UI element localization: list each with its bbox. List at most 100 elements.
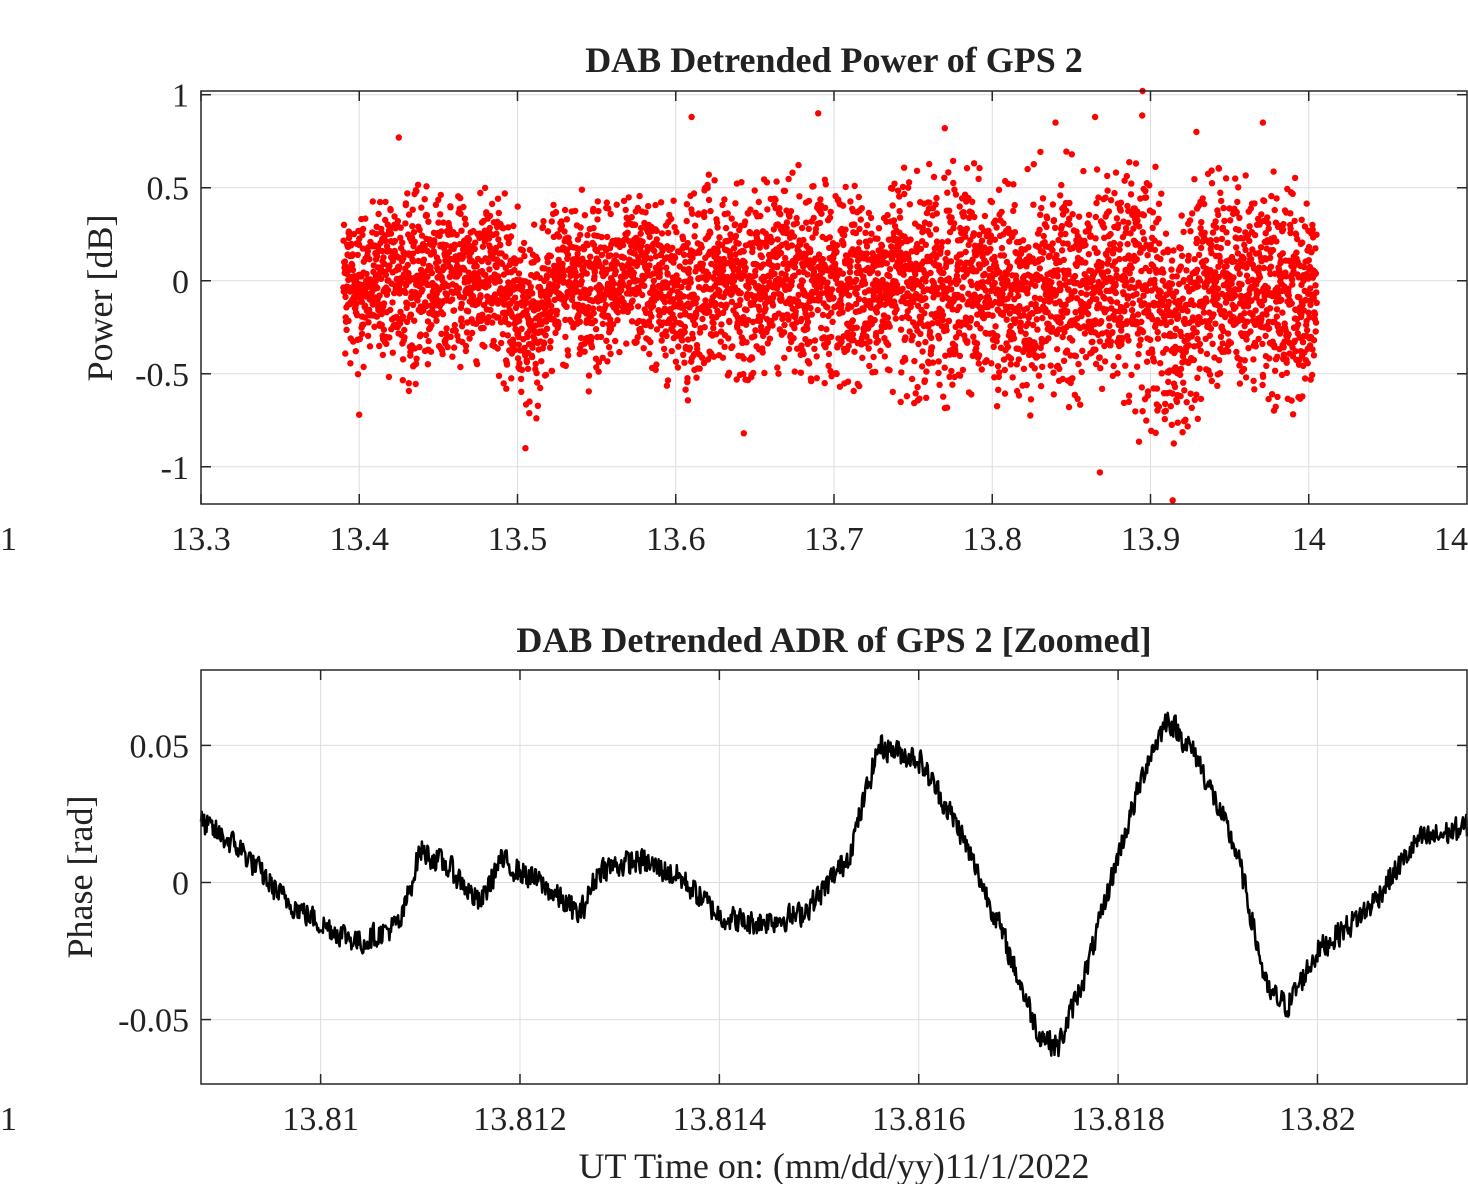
power-point xyxy=(912,271,919,278)
power-point xyxy=(672,358,680,365)
power-point xyxy=(935,291,942,298)
power-point xyxy=(342,293,349,301)
power-point xyxy=(959,296,966,303)
power-point xyxy=(340,221,348,228)
power-point xyxy=(740,370,747,378)
power-point xyxy=(968,282,976,289)
power-point xyxy=(587,253,594,260)
power-point xyxy=(847,257,854,265)
power-point xyxy=(1048,279,1055,286)
power-point xyxy=(771,270,778,277)
power-point xyxy=(663,382,671,389)
power-point xyxy=(1045,335,1052,342)
power-point xyxy=(553,307,561,315)
power-point xyxy=(486,224,493,232)
power-point xyxy=(930,173,938,181)
power-point xyxy=(776,205,783,212)
power-point xyxy=(397,234,404,241)
power-point xyxy=(743,306,750,314)
power-point xyxy=(1084,284,1091,291)
power-point xyxy=(564,347,571,354)
power-point xyxy=(581,348,588,355)
power-point xyxy=(807,304,814,312)
power-point xyxy=(783,219,791,226)
power-point xyxy=(349,261,356,269)
power-point xyxy=(343,326,350,333)
power-point xyxy=(477,189,484,197)
power-point xyxy=(380,300,388,307)
power-point xyxy=(410,258,417,265)
power-point xyxy=(529,290,536,297)
power-point xyxy=(458,300,465,307)
power-point xyxy=(504,332,511,339)
power-point xyxy=(610,280,618,287)
power-point xyxy=(1157,255,1164,263)
power-point xyxy=(603,337,610,344)
power-point xyxy=(1270,168,1277,175)
power-point xyxy=(684,239,691,247)
power-point xyxy=(1158,190,1165,197)
power-point xyxy=(402,200,410,207)
power-point xyxy=(978,366,985,373)
power-point xyxy=(680,251,688,258)
power-point xyxy=(751,187,758,194)
power-point xyxy=(1135,350,1142,358)
power-point xyxy=(642,209,649,216)
power-point xyxy=(1227,217,1234,224)
power-point xyxy=(705,196,713,204)
power-point xyxy=(639,291,646,299)
power-point xyxy=(373,313,381,320)
power-point xyxy=(730,245,738,252)
power-point xyxy=(851,348,858,355)
power-point xyxy=(943,404,951,411)
power-point xyxy=(847,198,854,205)
power-point xyxy=(874,270,882,277)
power-point xyxy=(577,231,584,239)
power-point xyxy=(518,366,526,374)
power-point xyxy=(897,398,904,406)
power-point xyxy=(877,347,884,354)
power-point xyxy=(499,331,507,338)
power-point xyxy=(521,252,528,260)
power-point xyxy=(1208,167,1215,174)
power-point xyxy=(620,254,627,261)
power-point xyxy=(1150,358,1158,365)
power-point xyxy=(539,223,547,231)
power-point xyxy=(409,301,417,309)
power-point xyxy=(1167,318,1175,326)
power-point xyxy=(412,360,420,367)
power-point xyxy=(595,207,602,215)
power-point xyxy=(359,245,367,252)
power-point xyxy=(547,338,554,345)
power-point xyxy=(791,324,798,332)
power-point xyxy=(935,369,942,377)
power-point xyxy=(881,353,888,360)
power-point xyxy=(362,215,369,222)
power-point xyxy=(1271,367,1279,374)
power-point xyxy=(527,283,534,291)
power-point xyxy=(787,208,795,215)
power-point xyxy=(564,251,572,258)
power-point xyxy=(1117,199,1125,206)
power-point xyxy=(542,371,550,379)
power-point xyxy=(538,358,545,365)
power-point xyxy=(732,232,740,240)
power-point xyxy=(1036,265,1044,272)
power-point xyxy=(804,271,811,278)
power-point xyxy=(1224,330,1232,337)
power-point xyxy=(1195,251,1203,259)
power-point xyxy=(988,360,995,367)
power-point xyxy=(1065,403,1073,411)
power-point xyxy=(503,361,511,368)
power-point xyxy=(813,353,820,360)
power-point xyxy=(803,219,810,226)
power-point xyxy=(681,323,689,331)
power-point xyxy=(1179,295,1187,302)
power-point xyxy=(612,337,619,345)
power-point xyxy=(1011,201,1018,209)
power-point xyxy=(1071,288,1078,295)
power-point xyxy=(548,302,555,310)
power-point xyxy=(349,251,356,258)
power-point xyxy=(948,214,955,221)
power-point xyxy=(345,228,353,235)
